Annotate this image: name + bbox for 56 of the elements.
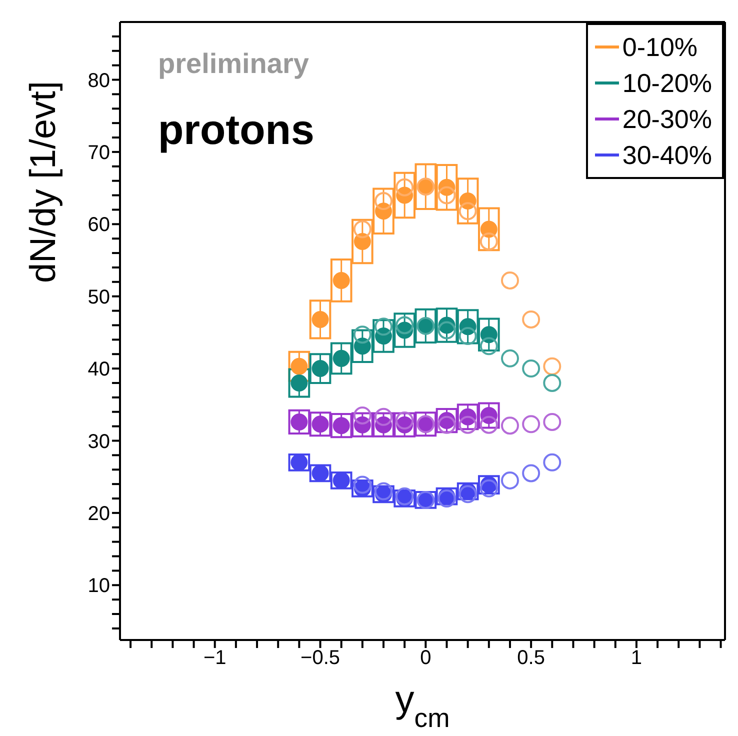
y-axis-title: dN/dy [1/evt]: [22, 80, 62, 284]
point: [309, 412, 332, 437]
x-tick-label: −0.5: [300, 647, 340, 670]
point: [478, 402, 500, 429]
y-tick-label: 80: [88, 70, 110, 92]
y-tick-label: 60: [88, 214, 110, 236]
point: [458, 485, 477, 504]
point: [288, 453, 310, 472]
point: [522, 310, 540, 328]
point: [353, 406, 372, 424]
point: [374, 192, 392, 210]
point: [330, 472, 352, 490]
legend-label: 20-30%: [622, 104, 712, 134]
point: [353, 220, 372, 238]
point: [330, 413, 352, 438]
point: [543, 453, 562, 472]
point: [458, 327, 477, 346]
point: [372, 412, 394, 438]
point: [500, 471, 519, 490]
point: [543, 357, 562, 376]
y-tick-label: 10: [88, 575, 110, 598]
point: [500, 416, 519, 435]
point: [309, 464, 332, 482]
legend-label: 10-20%: [622, 68, 712, 98]
x-tick-label: 0: [420, 647, 432, 670]
point: [480, 232, 498, 250]
x-axis-title: y$_{cm}$: [395, 679, 450, 733]
x-tick-label: 1: [630, 647, 642, 670]
point: [288, 368, 310, 398]
point: [456, 404, 479, 430]
point: [353, 476, 372, 494]
x-tick-label: 0.5: [517, 647, 545, 670]
annotation: protons: [158, 106, 314, 154]
point: [374, 482, 392, 500]
point: [522, 360, 540, 378]
x-tick-label: −1: [203, 647, 226, 670]
point: [353, 326, 372, 344]
point: [500, 349, 519, 368]
legend-label: 0-10%: [622, 32, 698, 62]
y-tick-label: 40: [88, 358, 110, 381]
point: [480, 337, 498, 356]
point: [309, 353, 332, 384]
annotation: preliminary: [158, 48, 309, 80]
y-tick-label: 50: [88, 286, 110, 308]
point: [522, 415, 540, 434]
point: [288, 409, 310, 435]
point: [543, 412, 562, 431]
y-tick-label: 20: [88, 503, 110, 526]
point: [522, 464, 540, 482]
point: [352, 412, 374, 438]
point: [543, 374, 562, 392]
point: [500, 271, 519, 290]
y-tick-label: 70: [88, 142, 110, 164]
legend-label: 30-40%: [622, 140, 712, 170]
point: [458, 202, 477, 220]
y-tick-label: 30: [88, 430, 110, 453]
